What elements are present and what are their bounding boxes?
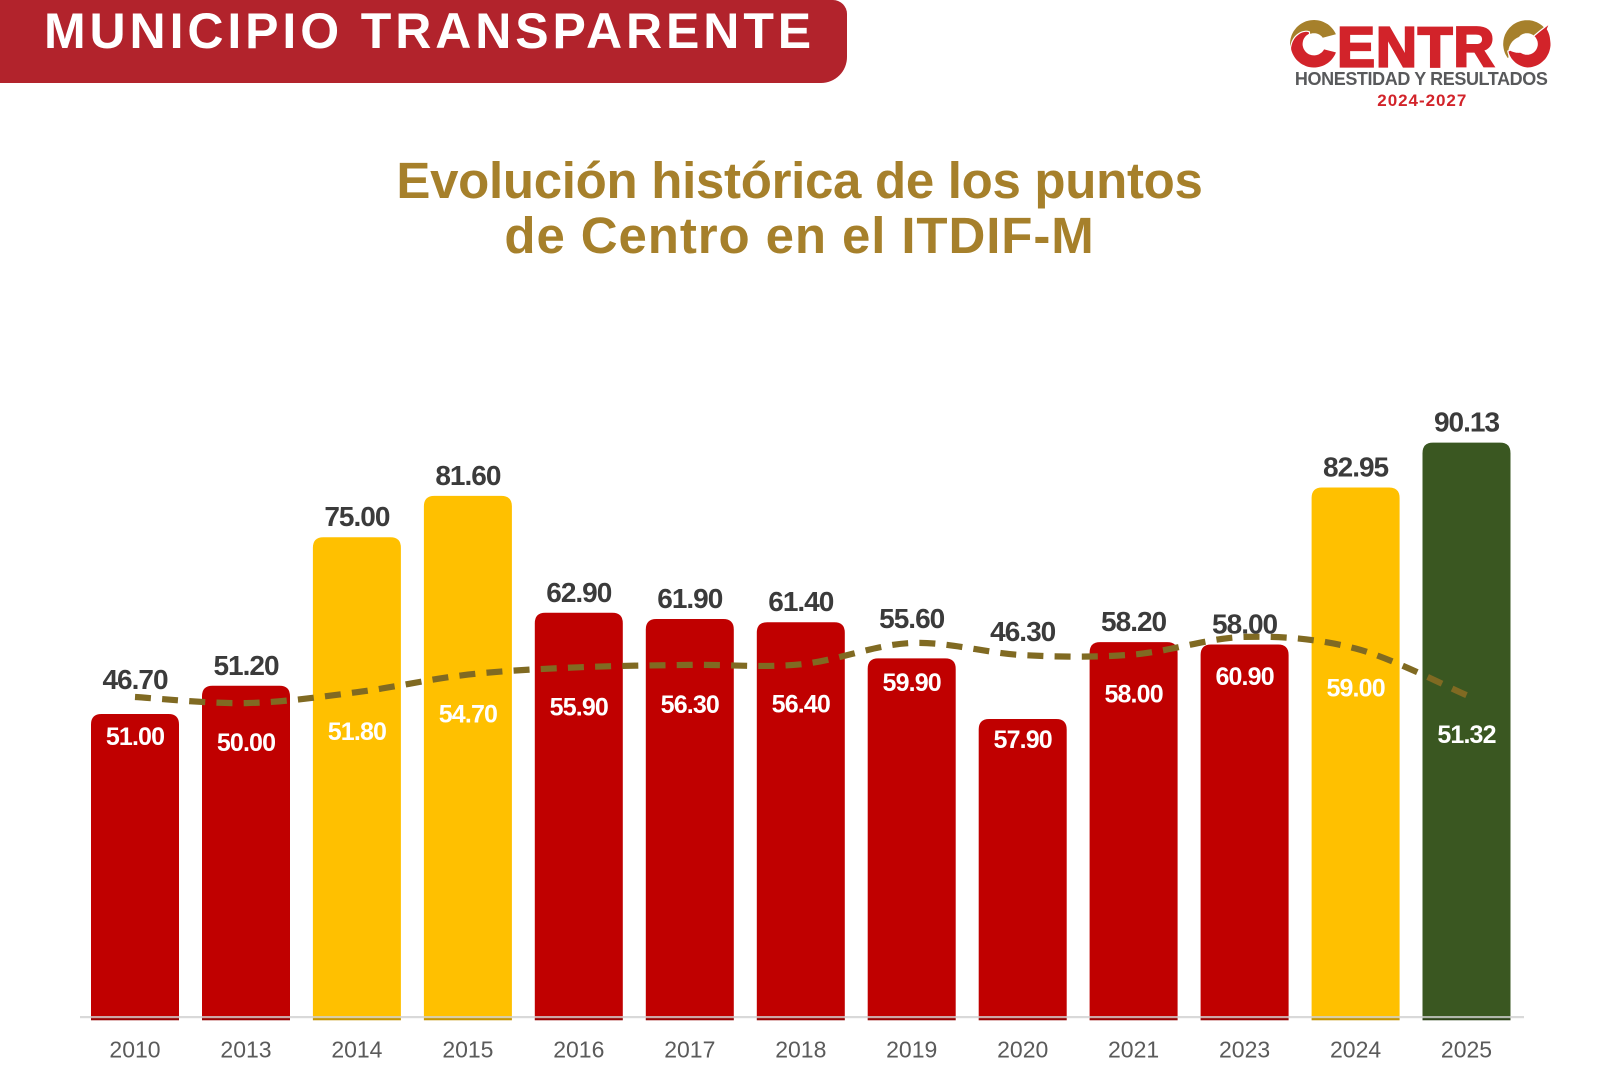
svg-text:51.80: 51.80 — [328, 718, 386, 746]
svg-text:59.00: 59.00 — [1326, 675, 1384, 703]
svg-text:2018: 2018 — [775, 1037, 826, 1063]
svg-text:82.95: 82.95 — [1323, 452, 1388, 483]
svg-text:2010: 2010 — [109, 1037, 160, 1063]
svg-text:61.90: 61.90 — [657, 583, 722, 614]
svg-text:HONESTIDAD Y RESULTADOS: HONESTIDAD Y RESULTADOS — [1295, 69, 1548, 89]
svg-text:58.20: 58.20 — [1101, 606, 1166, 637]
svg-text:56.40: 56.40 — [772, 690, 830, 718]
svg-text:58.00: 58.00 — [1104, 681, 1162, 709]
svg-text:2016: 2016 — [553, 1037, 604, 1063]
svg-text:90.13: 90.13 — [1434, 407, 1499, 438]
svg-text:51.00: 51.00 — [106, 723, 164, 751]
svg-text:61.40: 61.40 — [768, 586, 833, 617]
svg-text:2017: 2017 — [664, 1037, 715, 1063]
svg-text:2023: 2023 — [1219, 1037, 1270, 1063]
svg-text:2024: 2024 — [1330, 1037, 1381, 1063]
svg-text:55.60: 55.60 — [879, 603, 944, 634]
svg-text:57.90: 57.90 — [994, 726, 1052, 754]
svg-text:59.90: 59.90 — [883, 669, 941, 697]
svg-text:2014: 2014 — [331, 1037, 382, 1063]
svg-text:46.70: 46.70 — [102, 664, 167, 695]
svg-text:2013: 2013 — [220, 1037, 271, 1063]
svg-text:55.90: 55.90 — [550, 693, 608, 721]
svg-text:46.30: 46.30 — [990, 616, 1055, 647]
svg-text:62.90: 62.90 — [546, 577, 611, 608]
svg-text:ENTR: ENTR — [1337, 16, 1495, 80]
svg-text:54.70: 54.70 — [439, 701, 497, 729]
svg-text:2021: 2021 — [1108, 1037, 1159, 1063]
svg-text:58.00: 58.00 — [1212, 609, 1277, 640]
svg-text:56.30: 56.30 — [661, 691, 719, 719]
svg-text:75.00: 75.00 — [324, 501, 389, 532]
svg-text:51.32: 51.32 — [1437, 721, 1495, 749]
svg-text:2024-2027: 2024-2027 — [1377, 91, 1466, 110]
svg-text:81.60: 81.60 — [435, 460, 500, 491]
svg-text:51.20: 51.20 — [213, 650, 278, 681]
svg-text:50.00: 50.00 — [217, 729, 275, 757]
svg-text:60.90: 60.90 — [1215, 663, 1273, 691]
svg-text:2025: 2025 — [1441, 1037, 1492, 1063]
svg-text:2015: 2015 — [442, 1037, 493, 1063]
svg-text:2020: 2020 — [997, 1037, 1048, 1063]
svg-text:2019: 2019 — [886, 1037, 937, 1063]
